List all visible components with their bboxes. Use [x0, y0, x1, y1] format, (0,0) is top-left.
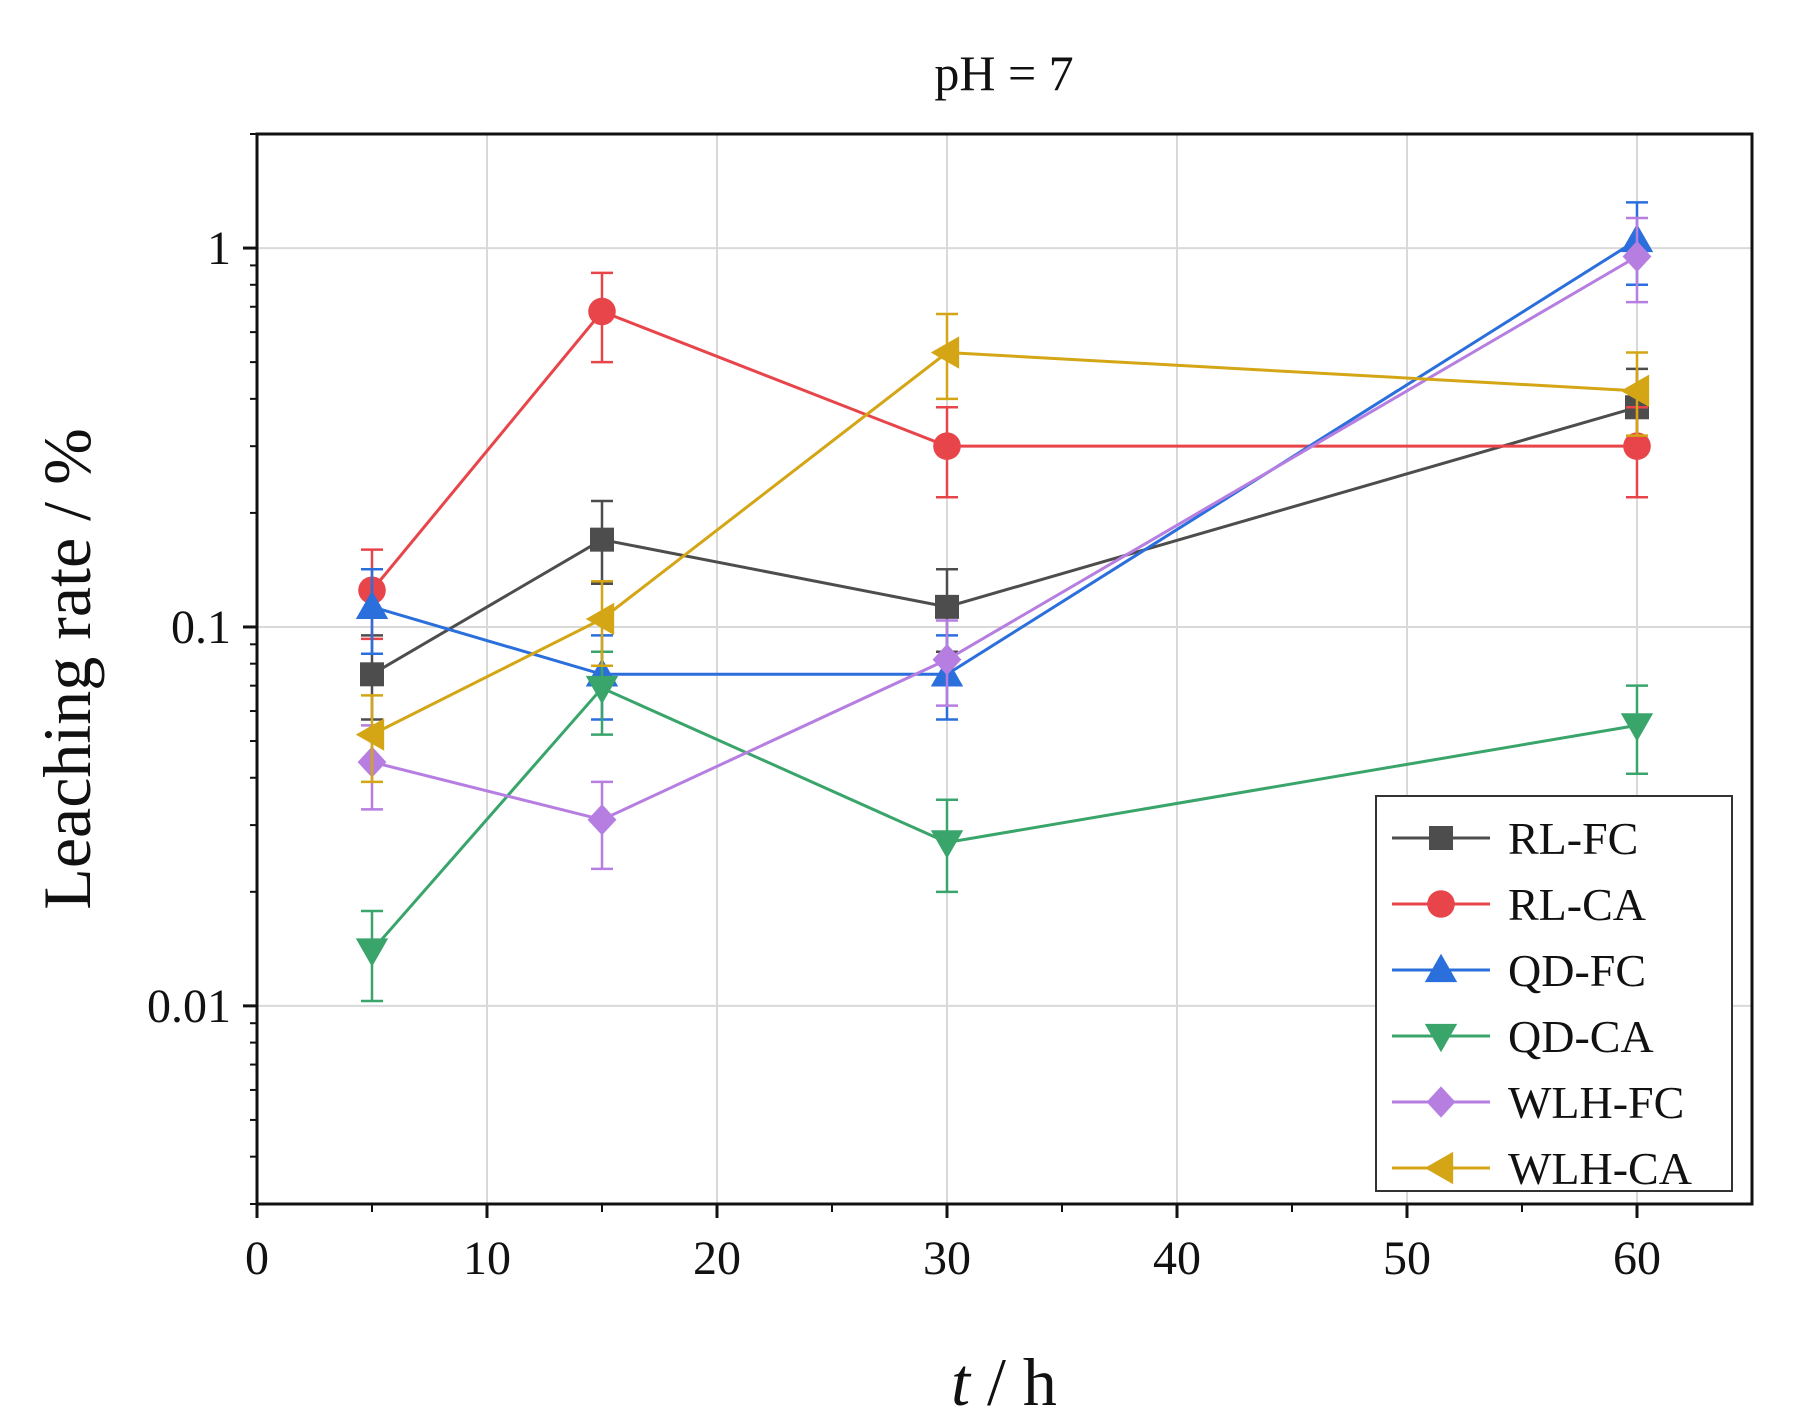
data-point-wlh-ca [1620, 374, 1650, 408]
data-point-wlh-fc [932, 644, 962, 676]
series-line-rl-ca [370, 309, 1637, 592]
chart-title: pH = 7 [934, 45, 1073, 101]
legend-items: RL-FC RL-CA QD-FC QD-CA WLH-FC WLH-CA [1392, 813, 1692, 1194]
data-point-rl-fc [360, 662, 384, 687]
legend-label-wlh-fc: WLH-FC [1508, 1077, 1684, 1128]
legend-item-rl-ca: RL-CA [1392, 879, 1646, 930]
x-tick-label: 50 [1383, 1232, 1431, 1285]
legend-label-qd-ca: QD-CA [1508, 1011, 1654, 1062]
data-point-qd-fc [355, 590, 389, 620]
legend: RL-FC RL-CA QD-FC QD-CA WLH-FC WLH-CA [1375, 795, 1733, 1194]
x-axis-title: t / h [951, 1344, 1057, 1420]
data-point-qd-ca [930, 830, 964, 859]
y-axis-title: Leaching rate / % [29, 428, 105, 909]
series-wlh-ca [355, 312, 1650, 784]
data-point-rl-ca [1623, 432, 1651, 460]
data-point-wlh-ca [585, 602, 615, 636]
series-qd-ca [355, 650, 1654, 1003]
series-line-rl-fc [371, 405, 1638, 676]
data-point-rl-fc [590, 527, 614, 552]
y-tick-labels: 0.01 0.1 1 [147, 222, 231, 1033]
x-tick-labels: 0 10 20 30 40 50 60 [245, 1232, 1661, 1285]
legend-item-wlh-fc: WLH-FC [1392, 1077, 1684, 1128]
legend-label-rl-ca: RL-CA [1508, 879, 1646, 930]
x-tick-label: 60 [1613, 1232, 1661, 1285]
x-tick-label: 10 [463, 1232, 511, 1285]
data-point-rl-ca [933, 432, 961, 460]
x-tick-label: 0 [245, 1232, 269, 1285]
legend-item-rl-fc: RL-FC [1392, 813, 1638, 864]
legend-marker-wlh-fc [1426, 1086, 1456, 1118]
legend-marker-rl-fc [1429, 826, 1453, 850]
data-point-qd-ca [585, 675, 619, 705]
data-point-qd-ca [1620, 713, 1654, 742]
series-line-qd-ca [370, 686, 1638, 952]
y-tick-label: 0.1 [171, 601, 231, 654]
legend-marker-wlh-ca [1424, 1151, 1454, 1185]
x-tick-label: 30 [923, 1232, 971, 1285]
legend-marker-qd-ca [1424, 1023, 1458, 1053]
legend-label-wlh-ca: WLH-CA [1508, 1143, 1692, 1194]
x-axis-title-italic: t [951, 1344, 972, 1420]
legend-marker-qd-fc [1424, 953, 1458, 983]
axis-ticks [243, 133, 1639, 1218]
data-point-wlh-ca [355, 718, 385, 751]
series-line-wlh-ca [371, 351, 1638, 736]
legend-box [1375, 795, 1733, 1192]
series-layer [355, 201, 1654, 1003]
x-axis-title-rest: / h [970, 1344, 1057, 1420]
y-tick-label: 1 [207, 222, 231, 275]
x-tick-label: 40 [1153, 1232, 1201, 1285]
legend-item-qd-ca: QD-CA [1392, 1011, 1654, 1062]
legend-item-wlh-ca: WLH-CA [1392, 1143, 1692, 1194]
legend-label-qd-fc: QD-FC [1508, 945, 1646, 996]
data-point-wlh-fc [1622, 240, 1652, 273]
data-point-rl-ca [588, 297, 616, 326]
data-point-rl-fc [935, 594, 959, 619]
plot-frame [255, 132, 1754, 1206]
legend-item-qd-fc: QD-FC [1392, 945, 1646, 996]
legend-label-rl-fc: RL-FC [1508, 813, 1638, 864]
series-line-wlh-fc [371, 255, 1638, 822]
data-point-qd-ca [355, 938, 389, 967]
data-point-wlh-ca [930, 336, 960, 369]
series-wlh-fc [357, 216, 1652, 871]
y-tick-label: 0.01 [147, 980, 231, 1033]
data-point-wlh-fc [587, 804, 617, 836]
legend-marker-rl-ca [1427, 890, 1455, 918]
x-tick-label: 20 [693, 1232, 741, 1285]
